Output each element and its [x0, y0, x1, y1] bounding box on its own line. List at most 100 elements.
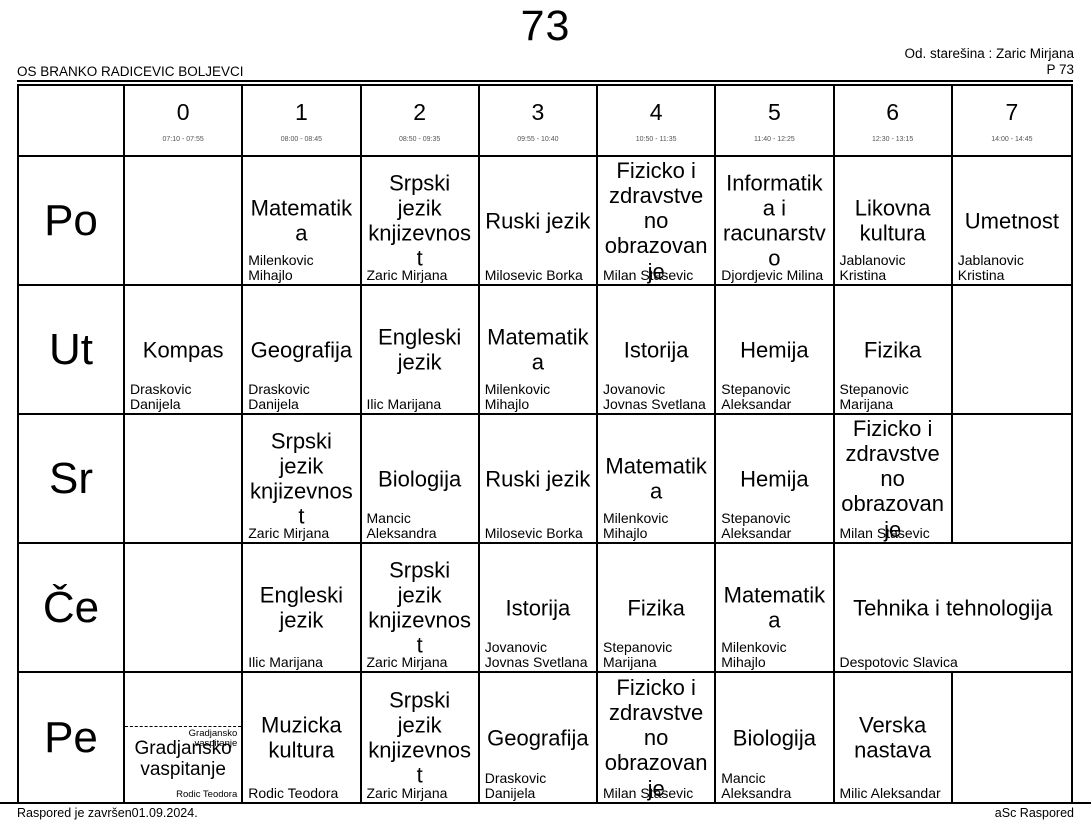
teacher-name: Milosevic Borka — [484, 267, 583, 284]
day-label: Če — [19, 544, 125, 673]
lesson-cell: Muzicka kultura Rodic Teodora — [243, 673, 362, 802]
period-time: 09:55 - 10:40 — [517, 135, 559, 143]
subject-name: Matematika — [250, 195, 353, 246]
subject-name: Matematika — [487, 324, 589, 375]
day-label: Ut — [19, 286, 125, 415]
lesson-cell: Srpski jezik knjizevnost Zaric Mirjana — [362, 673, 480, 802]
subject-name: Informatika i racunarstvo — [723, 169, 826, 271]
subject-name: Muzicka kultura — [261, 712, 342, 763]
teacher-name: Draskovic Danijela — [130, 381, 192, 413]
subject-name: Gradjansko vaspitanje — [129, 726, 237, 792]
subject-name: Engleski jezik — [259, 582, 343, 633]
lesson-cell: Ruski jezik Milosevic Borka — [479, 157, 598, 286]
subject-name: Fizika — [863, 336, 922, 362]
lesson-cell: Informatika i racunarstvo Djordjevic Mili… — [716, 157, 835, 286]
teacher-name: Milic Aleksandar — [839, 785, 941, 802]
lesson-cell: Ruski jezik Milosevic Borka — [479, 415, 598, 544]
teacher-name: Ilic Marijana — [366, 396, 442, 413]
teacher-name: Draskovic Danijela — [484, 770, 547, 802]
subject-name: Hemija — [740, 336, 809, 362]
lesson-cell: Matematika Milenkovic Mihajlo — [479, 286, 598, 415]
lesson-cell: Matematika Milenkovic Mihajlo — [243, 157, 362, 286]
teacher-name: Zaric Mirjana — [248, 525, 330, 542]
lesson-cell: Fizicko i zdravstveno obrazovanje Milan S… — [834, 415, 953, 544]
period-header: 7 14:00 - 14:45 — [952, 86, 1071, 157]
subject-name: Ruski jezik — [485, 465, 591, 491]
lesson-cell: Istorija Jovanovic Jovnas Svetlana — [598, 286, 717, 415]
period-header: 1 08:00 - 08:45 — [243, 86, 362, 157]
subject-name: Likovna kultura — [854, 195, 931, 246]
teacher-name: Stepanovic Marijana — [839, 381, 909, 413]
subject-name: Verska nastava — [854, 712, 932, 763]
period-header: 4 10:50 - 11:35 — [598, 86, 717, 157]
teacher-name: Stepanovic Aleksandar — [721, 510, 792, 542]
lesson-cell: Gradjansko vaspitanje Gradjansko vaspitan… — [125, 673, 244, 802]
lesson-cell: Tehnika i tehnologija Despotovic Slavica — [834, 544, 1071, 673]
subject-name: Biologija — [378, 465, 462, 491]
lesson-cell: Matematika Milenkovic Mihajlo — [598, 415, 717, 544]
teacher-name: Jablanovic Kristina — [839, 252, 906, 284]
teacher-name: Milosevic Borka — [484, 525, 583, 542]
teacher-name: Djordjevic Milina — [721, 267, 824, 284]
subject-name: Srpski jezik knjizevnost — [250, 427, 353, 529]
teacher-name: Mancic Aleksandra — [721, 770, 792, 802]
period-time: 07:10 - 07:55 — [162, 135, 204, 143]
lesson-cell: Istorija Jovanovic Jovnas Svetlana — [479, 544, 598, 673]
teacher-name: Milenkovic Mihajlo — [484, 381, 551, 413]
empty-cell — [125, 415, 244, 544]
teacher-name: Stepanovic Marijana — [603, 639, 673, 671]
period-number: 6 — [886, 98, 900, 125]
teacher-name: Ilic Marijana — [248, 654, 323, 671]
corner-cell — [19, 86, 125, 157]
subject-name: Umetnost — [964, 207, 1059, 233]
lesson-cell: Hemija Stepanovic Aleksandar — [716, 286, 835, 415]
teacher-name: Milenkovic Mihajlo — [721, 639, 787, 671]
lesson-cell: Biologija Mancic Aleksandra — [361, 415, 480, 544]
lesson-cell: Verska nastava Milic Aleksandar — [835, 673, 953, 802]
timetable-grid: 0 07:10 - 07:55 1 08:00 - 08:45 2 08:50 - 09:… — [17, 84, 1073, 804]
teacher-name: Milenkovic Mihajlo — [603, 510, 669, 542]
footer-divider — [0, 802, 1091, 804]
teacher-name: Jovanovic Jovnas Svetlana — [603, 381, 706, 413]
lesson-cell: Biologija Mancic Aleksandra — [716, 673, 835, 802]
lesson-cell: Engleski jezik Ilic Marijana — [361, 286, 480, 415]
period-time: 08:00 - 08:45 — [280, 135, 322, 143]
subject-text: Gradjansko vaspitanje — [134, 737, 232, 780]
subject-name: Biologija — [732, 724, 816, 750]
teacher-name: Zaric Mirjana — [366, 654, 448, 671]
teacher-name: Milan Stasevic — [603, 785, 694, 802]
teacher-name: Rodic Teodora — [248, 785, 339, 802]
homeroom-teacher-label: Od. starešina : Zaric Mirjana — [904, 46, 1074, 61]
subject-name: Engleski jezik — [378, 324, 462, 375]
lesson-cell: Geografija Draskovic Danijela — [480, 673, 598, 802]
subject-name: Geografija — [250, 336, 353, 362]
subject-name: Istorija — [505, 594, 571, 620]
period-header: 6 12:30 - 13:15 — [834, 86, 953, 157]
footer-status-text: Raspored je završen01.09.2024. — [17, 806, 198, 820]
subject-name: Ruski jezik — [485, 207, 591, 233]
subject-name: Fizicko i zdravstveno obrazovanje — [841, 415, 944, 542]
subject-name: Tehnika i tehnologija — [853, 594, 1053, 620]
period-time: 08:50 - 09:35 — [398, 135, 441, 143]
lesson-cell: Matematika Milenkovic Mihajlo — [716, 544, 835, 673]
empty-cell — [125, 157, 244, 286]
lesson-cell: Umetnost Jablanovic Kristina — [952, 157, 1071, 286]
lesson-cell: Engleski jezik Ilic Marijana — [243, 544, 362, 673]
empty-cell — [953, 673, 1071, 802]
teacher-name: Jablanovic Kristina — [957, 252, 1024, 284]
period-number: 2 — [413, 98, 427, 125]
lesson-cell: Srpski jezik knjizevnost Zaric Mirjana — [243, 415, 362, 544]
teacher-name: Milenkovic Mihajlo — [248, 252, 314, 284]
subject-name: Matematika — [605, 453, 707, 504]
group-small-label: Gradjansko vaspitanje — [188, 727, 238, 750]
period-time: 14:00 - 14:45 — [991, 135, 1033, 143]
teacher-name: Stepanovic Aleksandar — [721, 381, 792, 413]
teacher-name: Draskovic Danijela — [248, 381, 310, 413]
footer-app-name: aSc Raspored — [994, 806, 1074, 820]
teacher-name: Jovanovic Jovnas Svetlana — [484, 639, 588, 671]
subject-name: Fizicko i zdravstveno obrazovanje — [604, 157, 708, 284]
page-ref: P 73 — [1046, 62, 1074, 78]
subject-name: Hemija — [740, 465, 809, 491]
lesson-cell: Hemija Stepanovic Aleksandar — [716, 415, 835, 544]
lesson-cell: Fizika Stepanovic Marijana — [834, 286, 953, 415]
